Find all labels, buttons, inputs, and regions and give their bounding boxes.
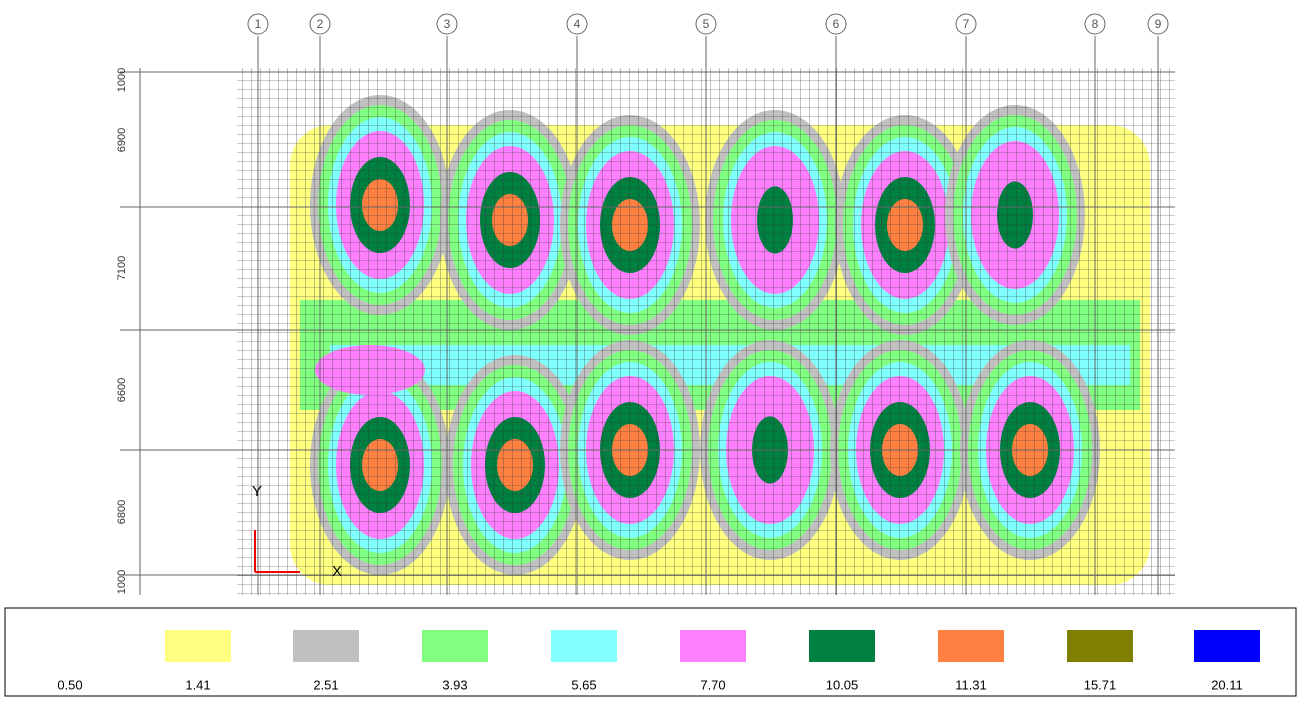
- grid-label: 1: [255, 17, 262, 31]
- dimension-label: 6600: [116, 378, 128, 402]
- axis-label: X: [332, 563, 342, 580]
- legend-label: 0.50: [57, 677, 82, 692]
- grid-label: 3: [444, 17, 451, 31]
- grid-label: 7: [963, 17, 970, 31]
- grid-label: 2: [317, 17, 324, 31]
- legend-label: 7.70: [700, 677, 725, 692]
- grid-label: 4: [574, 17, 581, 31]
- legend-label: 2.51: [313, 677, 338, 692]
- dimension-label: 1000: [116, 570, 128, 594]
- legend-swatch: [809, 630, 875, 662]
- grid-label: 9: [1155, 17, 1162, 31]
- legend-swatch: [551, 630, 617, 662]
- legend-label: 5.65: [571, 677, 596, 692]
- contour-plot: 1 2 3 4 5 6 7 8 9 1000 6900 7100 6600 6800 1000 Y X 0.50…: [0, 0, 1301, 700]
- legend-swatch: [680, 630, 746, 662]
- dimension-label: 7100: [116, 256, 128, 280]
- legend-swatch: [165, 630, 231, 662]
- legend-label: 11.31: [955, 677, 987, 692]
- legend-swatch: [1067, 630, 1133, 662]
- legend-label: 15.71: [1084, 677, 1117, 692]
- legend: 0.50 1.41 2.51 3.93 5.65 7.70 10.05 11.31 15.71 2…: [57, 630, 1260, 692]
- dimension-label: 6800: [116, 500, 128, 524]
- grid-label: 6: [833, 17, 840, 31]
- legend-swatch: [422, 630, 488, 662]
- legend-label: 10.05: [826, 677, 859, 692]
- legend-swatch: [938, 630, 1004, 662]
- legend-swatch: [1194, 630, 1260, 662]
- legend-label: 1.41: [185, 677, 210, 692]
- grid-label: 8: [1092, 17, 1099, 31]
- page: {"plan": { "grid_labels": ["1", "2", "3"…: [0, 0, 1301, 700]
- grid-label: 5: [703, 17, 710, 31]
- legend-swatch: [293, 630, 359, 662]
- dimension-label: 6900: [116, 128, 128, 152]
- dimension-label: 1000: [116, 68, 128, 92]
- legend-label: 3.93: [442, 677, 467, 692]
- legend-label: 20.11: [1211, 677, 1243, 692]
- axis-label: Y: [252, 483, 262, 500]
